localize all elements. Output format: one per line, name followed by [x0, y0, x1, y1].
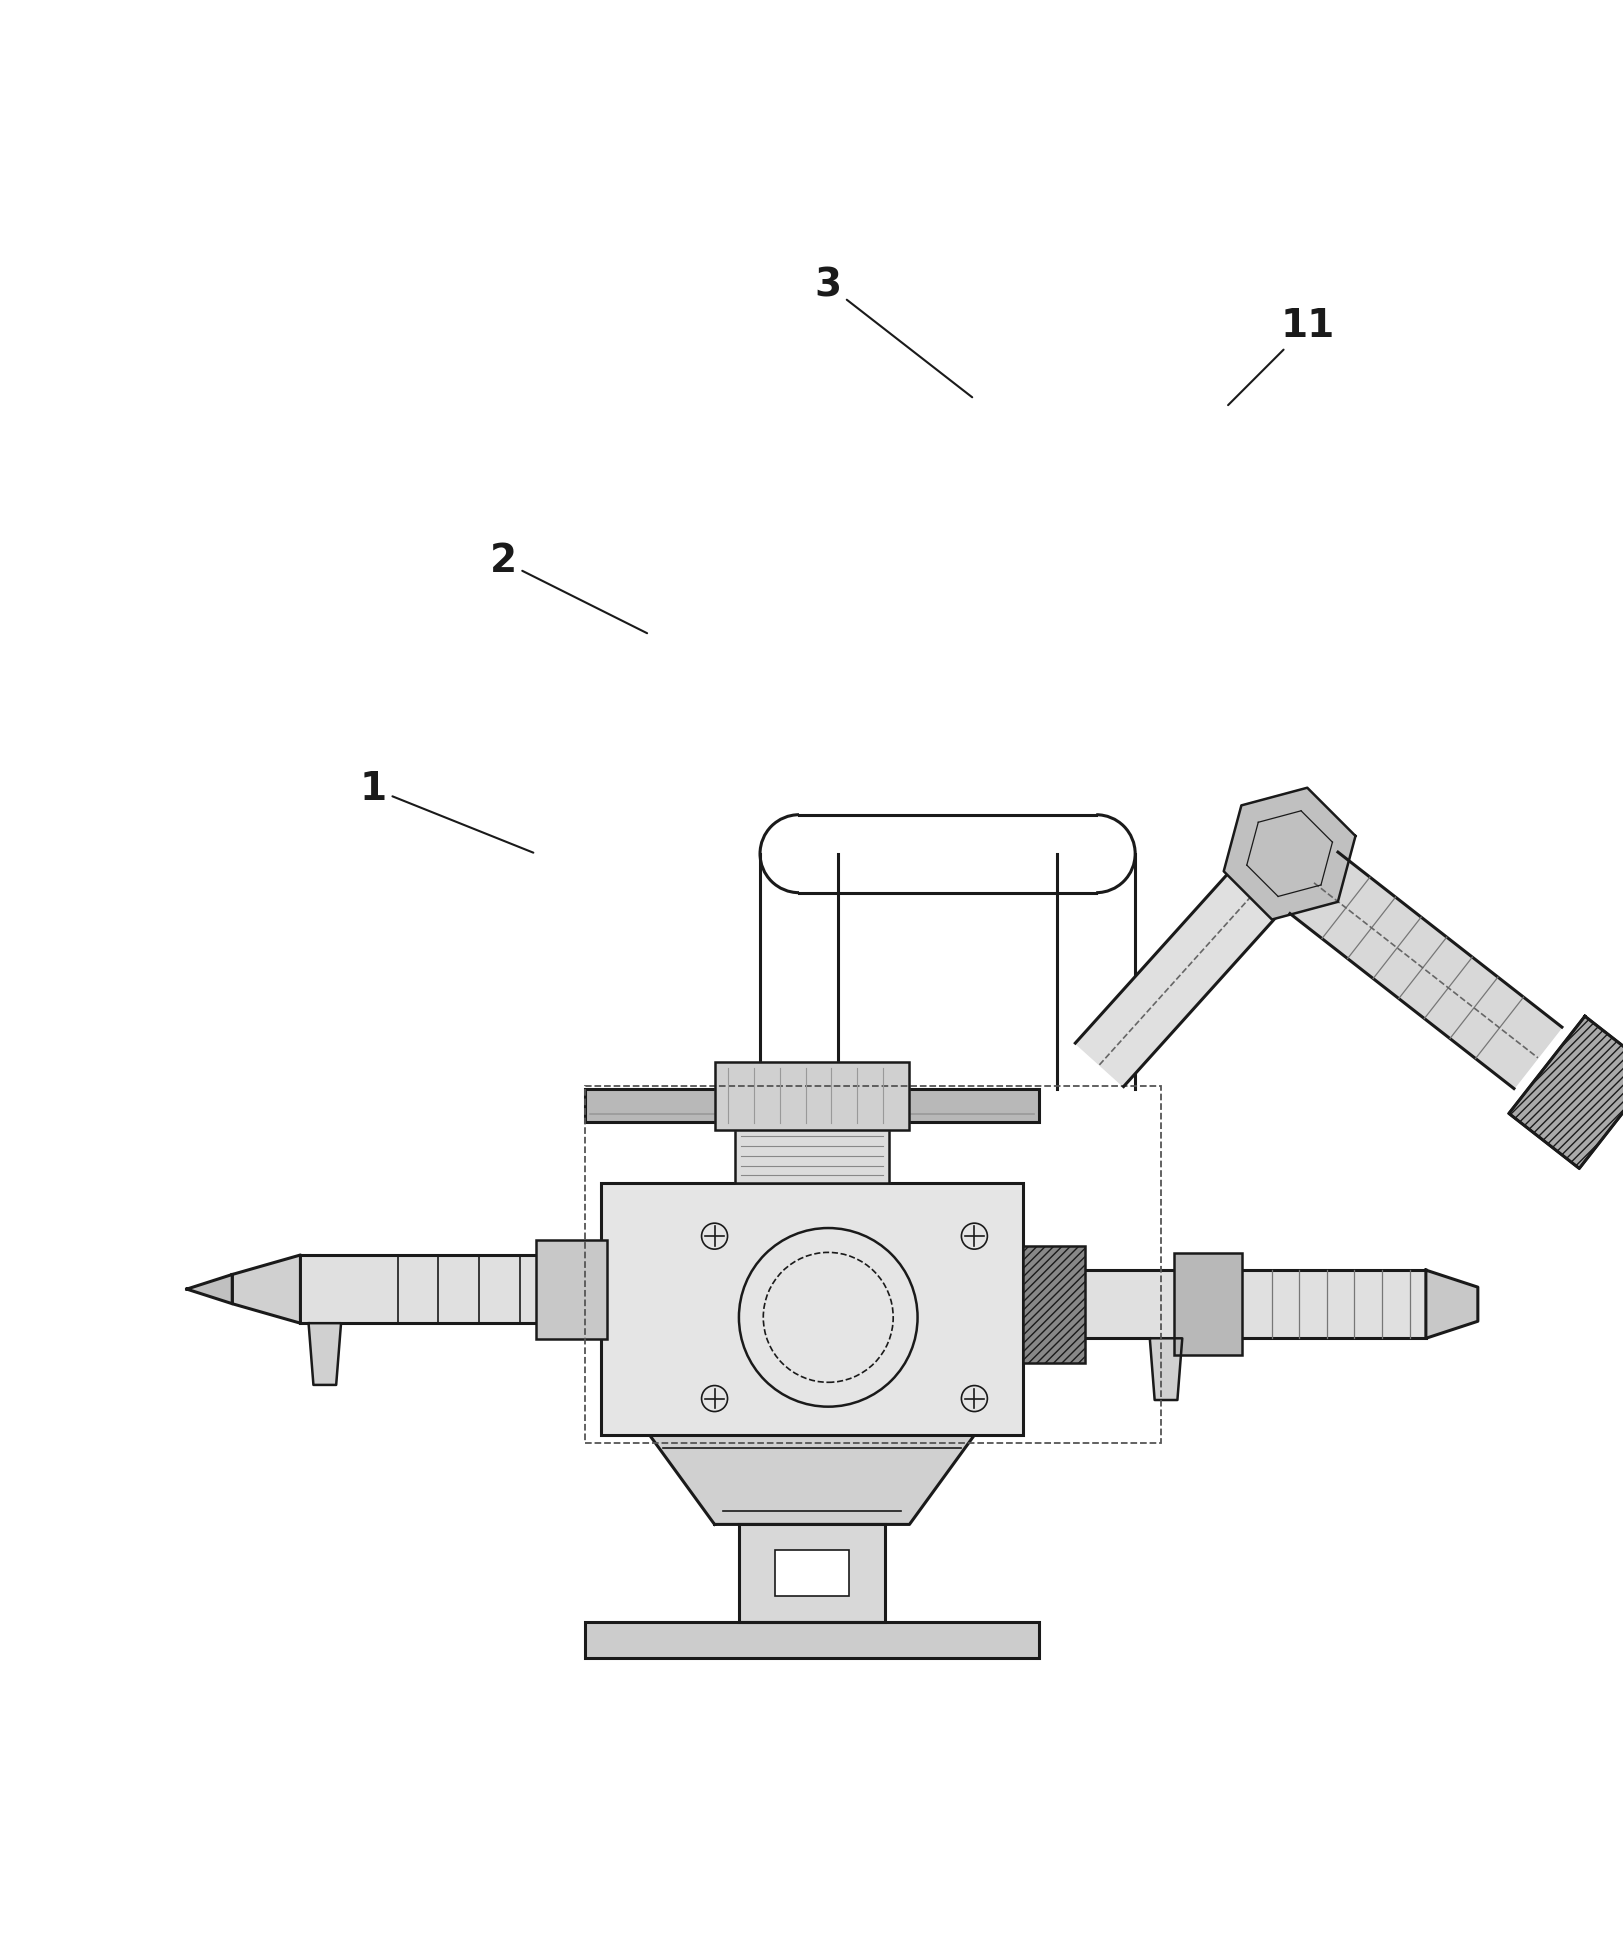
Polygon shape [734, 1122, 889, 1184]
Text: 3: 3 [815, 265, 972, 398]
Polygon shape [1149, 1338, 1182, 1401]
Polygon shape [1074, 802, 1341, 1087]
Polygon shape [308, 1323, 341, 1385]
Polygon shape [1508, 1016, 1623, 1169]
Bar [584, 1621, 1039, 1658]
Bar [584, 1087, 1160, 1444]
Polygon shape [601, 1184, 1022, 1436]
Bar [1173, 1253, 1242, 1356]
Text: 2: 2 [490, 542, 646, 634]
Bar [584, 1089, 1039, 1122]
Polygon shape [1425, 1270, 1477, 1338]
Bar [601, 1184, 1022, 1436]
Polygon shape [584, 1089, 1039, 1122]
Bar [774, 1551, 847, 1596]
Polygon shape [738, 1524, 885, 1621]
Polygon shape [1084, 1270, 1425, 1338]
Polygon shape [300, 1254, 601, 1323]
Polygon shape [649, 1436, 974, 1524]
Polygon shape [1289, 853, 1561, 1089]
Polygon shape [232, 1254, 300, 1323]
Polygon shape [714, 1061, 909, 1130]
Bar [738, 1524, 885, 1621]
Bar [1022, 1247, 1084, 1362]
Polygon shape [584, 1621, 1039, 1658]
Text: 1: 1 [360, 771, 532, 853]
Bar [714, 1061, 909, 1130]
Text: 11: 11 [1227, 306, 1334, 406]
Polygon shape [1224, 788, 1355, 919]
Bar [734, 1122, 888, 1184]
Bar [536, 1239, 607, 1338]
Polygon shape [187, 1274, 232, 1303]
